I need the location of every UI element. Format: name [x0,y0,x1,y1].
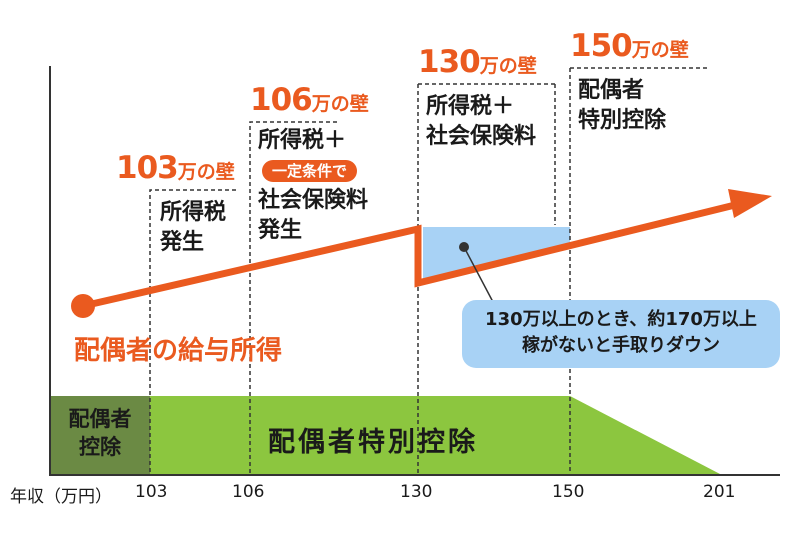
special-deduction-label: 配偶者特別控除 [268,427,478,458]
wall-suffix-130: 万の壁 [479,55,537,77]
wall-line: 社会保険料 [426,124,537,149]
wall-suffix-103: 万の壁 [177,161,235,183]
note-line: 稼がないと手取りダウン [522,335,720,356]
wall-line: 配偶者 [578,78,645,103]
axis-label: 年収（万円） [10,487,112,507]
wall-line: 所得税＋ [426,94,515,119]
wall-text-103: 所得税 発生 [160,198,226,258]
wall-box-150 [569,67,707,475]
wall-line: 発生 [258,218,303,243]
wall-text-130: 所得税＋ 社会保険料 [426,92,536,152]
wall-number-106: 106 [250,82,313,118]
tick-130: 130 [400,482,433,502]
note-pointer-dot [459,242,469,252]
wall-title-106: 106万の壁 [250,82,369,118]
wall-text-150: 配偶者 特別控除 [578,76,666,136]
tick-150: 150 [552,482,585,502]
wall-line: 所得税＋ [258,128,347,153]
wall-text-106-top: 所得税＋ [258,126,346,156]
tick-103: 103 [135,482,168,502]
wall-title-150: 150万の壁 [570,28,689,64]
wall-number-103: 103 [116,150,179,186]
income-drop-area [423,227,570,280]
income-arrow-line [82,201,736,310]
tick-106: 106 [232,482,265,502]
condition-badge: 一定条件で [262,160,358,182]
note-bubble: 130万以上のとき、約170万以上 稼がないと手取りダウン [462,300,780,368]
deduction-line: 配偶者 [68,407,132,431]
wall-number-150: 150 [570,28,633,64]
wall-box-106 [249,121,337,475]
spouse-deduction-label: 配偶者 控除 [50,405,150,461]
wall-title-130: 130万の壁 [418,44,537,80]
wall-line: 社会保険料 [258,188,369,213]
wall-text-106-bottom: 社会保険料 発生 [258,186,368,246]
wall-suffix-106: 万の壁 [311,93,369,115]
wall-line: 所得税 [160,200,227,225]
income-label: 配偶者の給与所得 [74,336,283,366]
wall-title-103: 103万の壁 [116,150,235,186]
wall-box-103 [149,189,236,475]
spouse-deduction-area [50,396,150,474]
wall-line: 特別控除 [578,108,667,133]
note-line: 130万以上のとき、約170万以上 [485,309,757,330]
wall-line: 発生 [160,230,205,255]
special-deduction-area [150,396,720,474]
wall-suffix-150: 万の壁 [631,39,689,61]
income-start-dot [71,294,95,318]
tick-201: 201 [703,482,736,502]
income-arrow-head [728,189,772,218]
wall-box-130 [417,83,556,475]
wall-number-130: 130 [418,44,481,80]
deduction-line: 控除 [79,435,121,459]
note-pointer [463,246,494,303]
